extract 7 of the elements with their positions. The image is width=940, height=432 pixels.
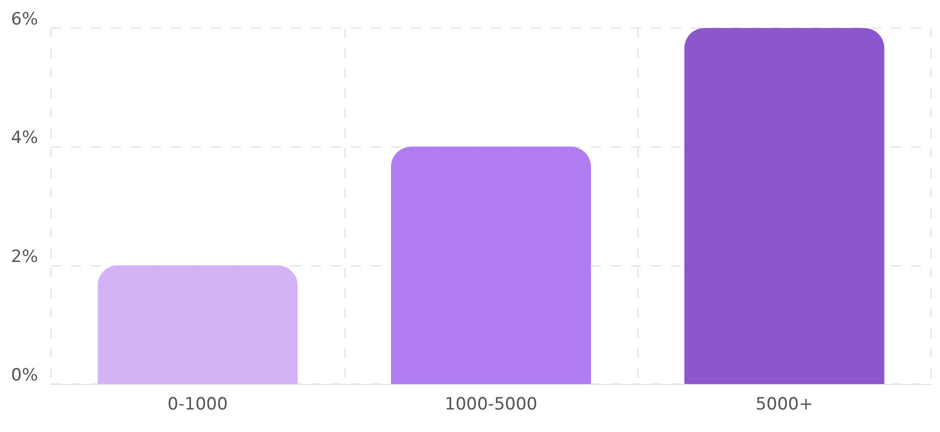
x-tick-label: 1000-5000 (444, 394, 538, 414)
y-tick-label: 2% (11, 246, 38, 267)
x-tick-label: 5000+ (756, 394, 814, 414)
y-tick-label: 0% (11, 366, 38, 386)
y-tick-label: 6% (11, 10, 38, 30)
x-tick-label: 0-1000 (168, 394, 228, 414)
y-tick-label: 4% (11, 128, 38, 148)
